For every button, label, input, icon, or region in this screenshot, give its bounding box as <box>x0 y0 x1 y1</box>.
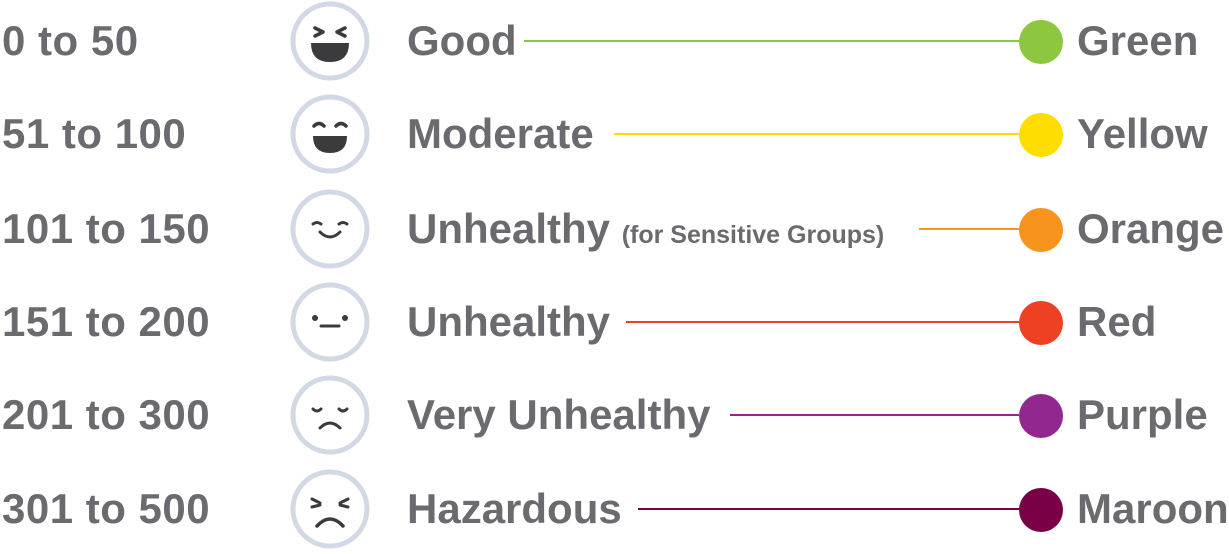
aqi-range: 201 to 300 <box>2 391 211 438</box>
aqi-range: 0 to 50 <box>2 17 139 64</box>
color-name: Maroon <box>1077 485 1229 532</box>
color-swatch <box>1019 113 1063 157</box>
color-name: Red <box>1077 298 1157 345</box>
smiling-face-icon <box>290 189 370 269</box>
color-name: Yellow <box>1077 110 1208 157</box>
neutral-face-icon <box>290 282 370 362</box>
color-swatch <box>1019 208 1063 252</box>
connector-line <box>919 228 1019 230</box>
grinning-face-icon <box>290 94 370 174</box>
aqi-category-note: (for Sensitive Groups) <box>621 221 885 249</box>
distressed-face-icon <box>290 469 370 549</box>
color-swatch <box>1019 20 1063 64</box>
connector-line <box>638 508 1019 510</box>
color-swatch <box>1019 394 1063 438</box>
color-swatch <box>1019 488 1063 532</box>
color-name: Purple <box>1077 391 1208 438</box>
connector-line <box>730 414 1019 416</box>
aqi-category: Unhealthy <box>407 298 611 345</box>
aqi-row-hazardous: 301 to 500 Hazardous Maroon <box>0 464 1229 554</box>
aqi-category: Good <box>407 17 517 64</box>
aqi-range: 151 to 200 <box>2 298 211 345</box>
sad-face-icon <box>290 375 370 455</box>
aqi-row-good: 0 to 50 Good Green <box>0 0 1229 86</box>
aqi-row-very-unhealthy: 201 to 300 Very Unhealthy Purple <box>0 370 1229 460</box>
color-name: Orange <box>1077 205 1225 252</box>
aqi-row-moderate: 51 to 100 Moderate Yellow <box>0 89 1229 179</box>
laughing-face-icon <box>290 1 370 81</box>
connector-line <box>524 40 1019 42</box>
aqi-category: Very Unhealthy <box>407 391 711 438</box>
aqi-row-unhealthy-sensitive: 101 to 150 Unhealthy (for Sensitive Grou… <box>0 184 1229 274</box>
aqi-category: Hazardous <box>407 485 622 532</box>
aqi-range: 51 to 100 <box>2 110 187 157</box>
color-name: Green <box>1077 17 1199 64</box>
aqi-category: Unhealthy (for Sensitive Groups) <box>407 205 885 252</box>
aqi-row-unhealthy: 151 to 200 Unhealthy Red <box>0 277 1229 367</box>
aqi-category: Moderate <box>407 110 594 157</box>
aqi-range: 301 to 500 <box>2 485 211 532</box>
connector-line <box>614 133 1019 135</box>
color-swatch <box>1019 301 1063 345</box>
connector-line <box>626 321 1019 323</box>
aqi-range: 101 to 150 <box>2 205 211 252</box>
